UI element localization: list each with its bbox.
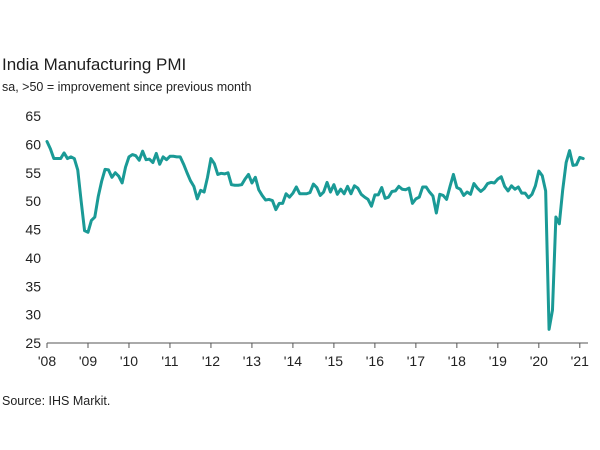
y-tick-label: 60 (25, 136, 41, 152)
x-tick-label: '19 (489, 353, 507, 369)
x-tick-label: '14 (284, 353, 302, 369)
y-tick-label: 35 (25, 278, 41, 294)
y-tick-label: 30 (25, 307, 41, 323)
chart-subtitle: sa, >50 = improvement since previous mon… (2, 80, 252, 94)
x-tick-label: '12 (202, 353, 220, 369)
x-tick-label: '15 (325, 353, 343, 369)
chart-title: India Manufacturing PMI (2, 55, 187, 74)
series-line-india-pmi (45, 140, 585, 331)
x-tick-label: '09 (79, 353, 97, 369)
y-tick-label: 55 (25, 165, 41, 181)
y-tick-label: 45 (25, 222, 41, 238)
x-tick-label: '16 (366, 353, 384, 369)
y-axis-ticks: 25 30 35 40 45 50 55 60 65 (25, 108, 41, 351)
x-tick-label: '17 (407, 353, 425, 369)
x-tick-label: '08 (38, 353, 56, 369)
y-tick-label: 50 (25, 193, 41, 209)
x-tick-label: '11 (161, 353, 178, 369)
x-tick-label: '13 (243, 353, 261, 369)
source-note: Source: IHS Markit. (2, 394, 111, 408)
x-tick-label: '10 (120, 353, 138, 369)
x-tick-label: '20 (530, 353, 548, 369)
y-tick-label: 40 (25, 250, 41, 266)
y-tick-label: 25 (25, 335, 41, 351)
x-tick-label: '18 (448, 353, 466, 369)
x-axis-ticks: '08 '09 '10 '11 '12 '13 '14 '15 '16 '17 '18 '19 '20 '… (38, 343, 589, 369)
x-tick-label: '21 (571, 353, 589, 369)
y-tick-label: 65 (25, 108, 41, 124)
